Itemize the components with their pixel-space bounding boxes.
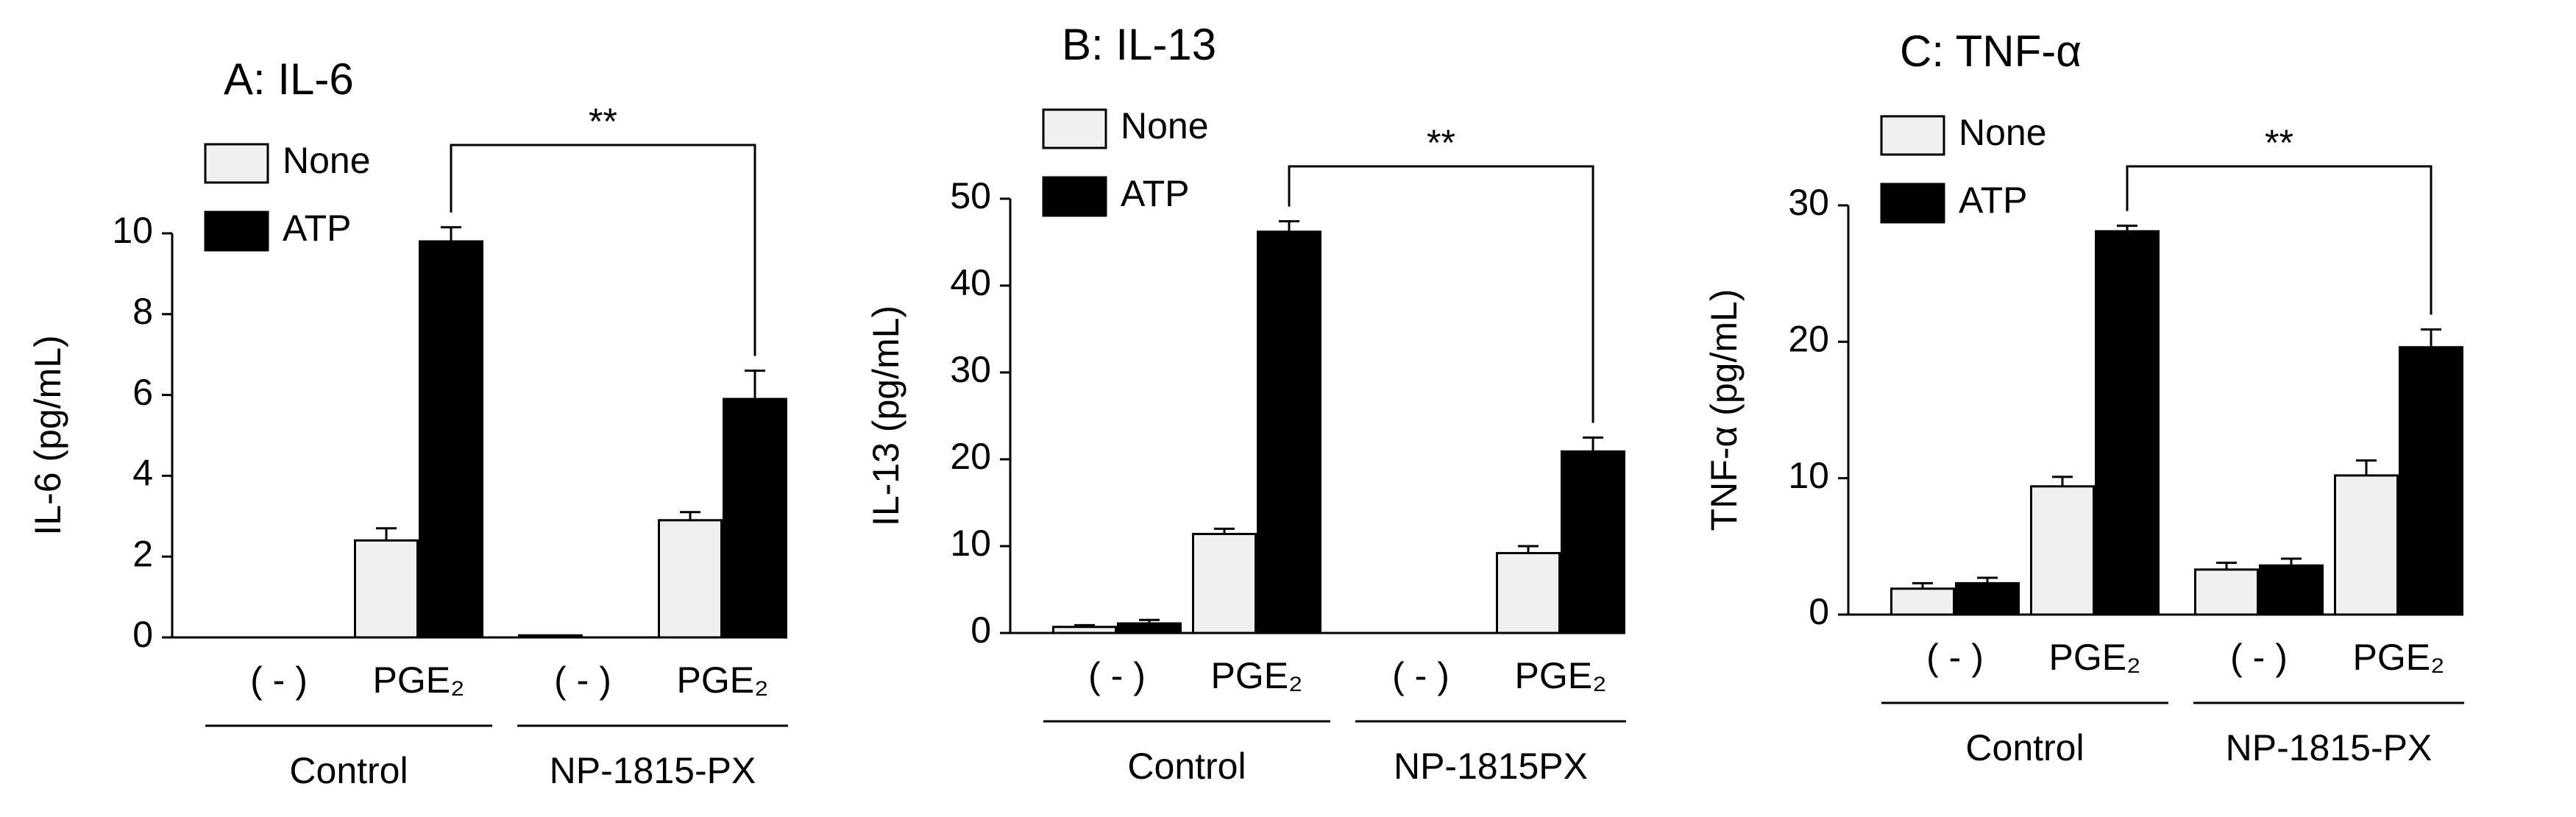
error-bar <box>1977 576 1998 584</box>
x-tick-label: ( - ) <box>554 659 611 701</box>
bar <box>518 634 583 639</box>
error-bar <box>745 369 765 400</box>
bar <box>2399 346 2463 616</box>
error-bar <box>2281 557 2302 566</box>
x-tick-label: ( - ) <box>1392 655 1450 696</box>
error-bar <box>2216 562 2237 570</box>
error-bar <box>680 511 700 520</box>
bar <box>1496 551 1561 634</box>
y-tick-label: 10 <box>1788 455 1829 496</box>
y-tick-label: 30 <box>1788 182 1829 223</box>
bar <box>2095 230 2160 616</box>
y-tick-label: 10 <box>950 523 991 564</box>
y-tick-label: 8 <box>132 291 153 332</box>
legend-swatch <box>204 143 269 184</box>
significance-label: ** <box>1427 122 1455 163</box>
error-bar <box>376 527 397 541</box>
y-axis-label: IL-13 (pg/mL) <box>865 305 906 526</box>
group-label: Control <box>1965 727 2084 768</box>
group-label: NP-1815-PX <box>550 750 756 791</box>
y-tick-label: 0 <box>132 614 153 655</box>
x-tick-label: ( - ) <box>250 659 308 701</box>
bar <box>1117 622 1182 634</box>
bar <box>1955 581 2020 616</box>
significance-bracket <box>450 144 756 356</box>
error-bar <box>1912 581 1933 589</box>
x-tick-label: PGE₂ <box>677 659 769 701</box>
bar <box>723 397 787 639</box>
legend-label: ATP <box>283 208 352 249</box>
y-tick-label: 50 <box>950 175 991 216</box>
chart-title: A: IL-6 <box>224 54 354 104</box>
group-label: NP-1815PX <box>1394 746 1588 787</box>
x-tick-label: PGE₂ <box>1211 655 1303 696</box>
legend-label: ATP <box>1121 173 1190 214</box>
y-tick-label: 6 <box>132 372 153 413</box>
error-bar <box>1139 618 1160 624</box>
y-tick-label: 2 <box>132 533 153 574</box>
x-tick-label: PGE₂ <box>1515 655 1607 696</box>
x-tick-label: PGE₂ <box>373 659 465 701</box>
significance-bracket <box>1288 165 1594 423</box>
group-label: Control <box>1127 746 1246 787</box>
y-axis-label: TNF-α (pg/mL) <box>1703 289 1745 531</box>
error-bar <box>1518 545 1539 553</box>
y-tick-label: 30 <box>950 349 991 390</box>
y-tick-label: 10 <box>112 210 153 251</box>
bar <box>1890 587 1955 616</box>
error-bar <box>2052 475 2073 487</box>
y-tick-label: 20 <box>950 436 991 477</box>
x-tick-label: ( - ) <box>1088 655 1146 696</box>
bar <box>419 240 483 639</box>
legend-swatch <box>1042 108 1107 149</box>
bar <box>1192 532 1257 634</box>
error-bar <box>2356 459 2377 475</box>
error-bar <box>1214 527 1235 534</box>
chart-title: B: IL-13 <box>1062 20 1216 69</box>
legend-swatch <box>1042 176 1107 217</box>
legend-label: ATP <box>1959 180 2028 221</box>
bar <box>2030 485 2095 616</box>
y-tick-label: 0 <box>1809 591 1829 632</box>
y-axis-label: IL-6 (pg/mL) <box>27 335 68 535</box>
y-tick-label: 0 <box>971 609 991 651</box>
bar <box>2194 568 2259 616</box>
bar <box>1561 450 1625 634</box>
error-bar <box>1279 220 1299 232</box>
bar <box>1257 230 1321 634</box>
x-tick-label: PGE₂ <box>2353 637 2445 678</box>
y-tick-label: 40 <box>950 262 991 303</box>
x-tick-label: PGE₂ <box>2049 637 2141 678</box>
legend-swatch <box>1880 115 1945 156</box>
legend-swatch <box>1880 183 1945 224</box>
bar <box>1052 626 1117 634</box>
bar <box>2334 474 2399 616</box>
error-bar <box>2421 328 2441 347</box>
error-bar <box>1583 436 1603 452</box>
error-bar <box>1074 623 1095 627</box>
y-tick-label: 4 <box>132 453 153 494</box>
legend-swatch <box>204 211 269 252</box>
group-label: NP-1815-PX <box>2226 727 2433 768</box>
bar <box>2259 564 2324 616</box>
error-bar <box>2117 224 2137 232</box>
significance-label: ** <box>589 101 617 142</box>
bar <box>658 519 723 639</box>
x-tick-label: ( - ) <box>2230 637 2288 678</box>
significance-label: ** <box>2265 122 2293 163</box>
error-bar <box>441 226 461 241</box>
bar <box>354 539 419 639</box>
chart-title: C: TNF-α <box>1900 26 2082 76</box>
legend-label: None <box>1121 105 1209 146</box>
legend-label: None <box>283 140 371 181</box>
significance-bracket <box>2126 165 2433 315</box>
y-tick-label: 20 <box>1788 319 1829 360</box>
legend-label: None <box>1959 112 2047 153</box>
group-label: Control <box>289 750 408 791</box>
x-tick-label: ( - ) <box>1926 637 1984 678</box>
